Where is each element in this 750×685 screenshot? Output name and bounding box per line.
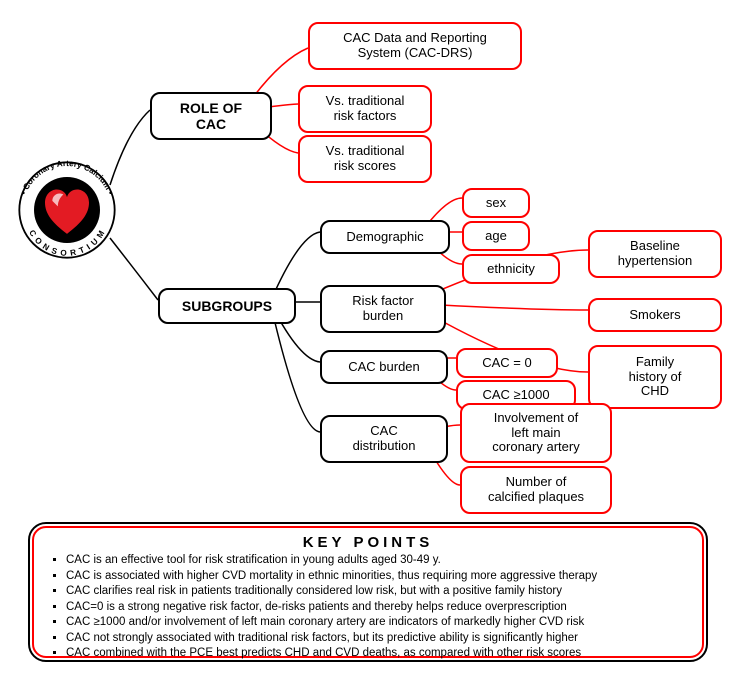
key-point-item: CAC clarifies real risk in patients trad… bbox=[66, 584, 688, 600]
node-ethnicity: ethnicity bbox=[462, 254, 560, 284]
key-points-panel: KEY POINTS CAC is an effective tool for … bbox=[28, 522, 708, 662]
node-smokers: Smokers bbox=[588, 298, 722, 332]
key-point-item: CAC ≥1000 and/or involvement of left mai… bbox=[66, 615, 688, 631]
node-cacburden: CAC burden bbox=[320, 350, 448, 384]
key-point-item: CAC is an effective tool for risk strati… bbox=[66, 553, 688, 569]
node-age: age bbox=[462, 221, 530, 251]
logo-consortium: • Coronary Artery Calcium • C O N S O R … bbox=[12, 155, 122, 265]
key-point-item: CAC=0 is a strong negative risk factor, … bbox=[66, 600, 688, 616]
node-fhx: Familyhistory ofCHD bbox=[588, 345, 722, 409]
node-riskfactor: Risk factorburden bbox=[320, 285, 446, 333]
node-demographic: Demographic bbox=[320, 220, 450, 254]
key-points-list: CAC is an effective tool for risk strati… bbox=[48, 553, 688, 662]
node-cac-drs: CAC Data and ReportingSystem (CAC-DRS) bbox=[308, 22, 522, 70]
key-point-item: CAC combined with the PCE best predicts … bbox=[66, 646, 688, 662]
node-htn: Baselinehypertension bbox=[588, 230, 722, 278]
node-vs-scores: Vs. traditionalrisk scores bbox=[298, 135, 432, 183]
node-subgroups: SUBGROUPS bbox=[158, 288, 296, 324]
key-points-title: KEY POINTS bbox=[48, 534, 688, 551]
node-vs-factors: Vs. traditionalrisk factors bbox=[298, 85, 432, 133]
node-cacdist: CACdistribution bbox=[320, 415, 448, 463]
key-point-item: CAC is associated with higher CVD mortal… bbox=[66, 569, 688, 585]
node-cac-zero: CAC = 0 bbox=[456, 348, 558, 378]
key-point-item: CAC not strongly associated with traditi… bbox=[66, 631, 688, 647]
node-leftmain: Involvement ofleft maincoronary artery bbox=[460, 403, 612, 463]
node-sex: sex bbox=[462, 188, 530, 218]
node-role-of-cac: ROLE OFCAC bbox=[150, 92, 272, 140]
node-plaques: Number ofcalcified plaques bbox=[460, 466, 612, 514]
